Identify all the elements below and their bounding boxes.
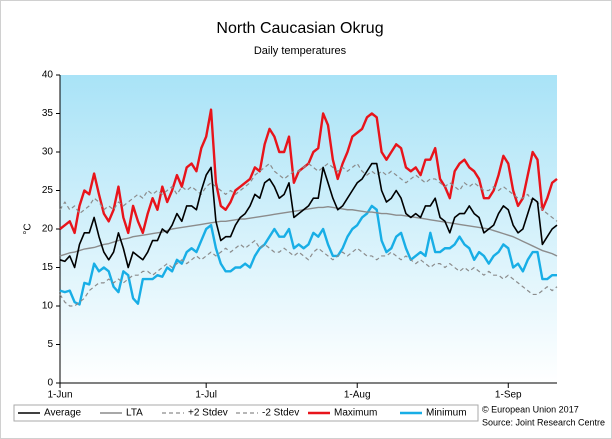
y-tick-label: 35 — [42, 108, 54, 119]
series-line — [59, 205, 558, 257]
chart-subtitle: Daily temperatures — [254, 45, 347, 57]
legend-label: Minimum — [426, 408, 467, 419]
annotation: Source: Joint Research Centre — [482, 417, 605, 427]
x-tick-label: 1-Jun — [47, 390, 72, 401]
x-tick-label: 1-Jul — [195, 390, 217, 401]
annotation: © European Union 2017 — [482, 404, 579, 414]
legend-label: +2 Stdev — [188, 408, 228, 419]
y-tick-label: 10 — [42, 301, 54, 312]
y-tick-label: 5 — [47, 339, 53, 350]
y-axis-label: °C — [23, 223, 34, 234]
y-tick-label: 30 — [42, 147, 54, 158]
y-tick-label: 40 — [42, 70, 54, 81]
chart-title: North Caucasian Okrug — [216, 20, 383, 37]
series-line — [59, 239, 558, 307]
series-line — [59, 162, 558, 222]
y-tick-label: 25 — [42, 185, 54, 196]
legend-box — [13, 404, 479, 422]
legend-label: LTA — [126, 408, 143, 419]
legend-label: Maximum — [334, 408, 377, 419]
legend-label: -2 Stdev — [262, 408, 299, 419]
y-tick-label: 0 — [47, 378, 53, 389]
y-tick-label: 20 — [42, 224, 54, 235]
x-tick-label: 1-Sep — [495, 390, 522, 401]
legend-label: Average — [44, 408, 82, 419]
x-tick-label: 1-Aug — [344, 390, 371, 401]
y-tick-label: 15 — [42, 262, 54, 273]
series-line — [59, 204, 557, 306]
series-line — [59, 162, 558, 269]
